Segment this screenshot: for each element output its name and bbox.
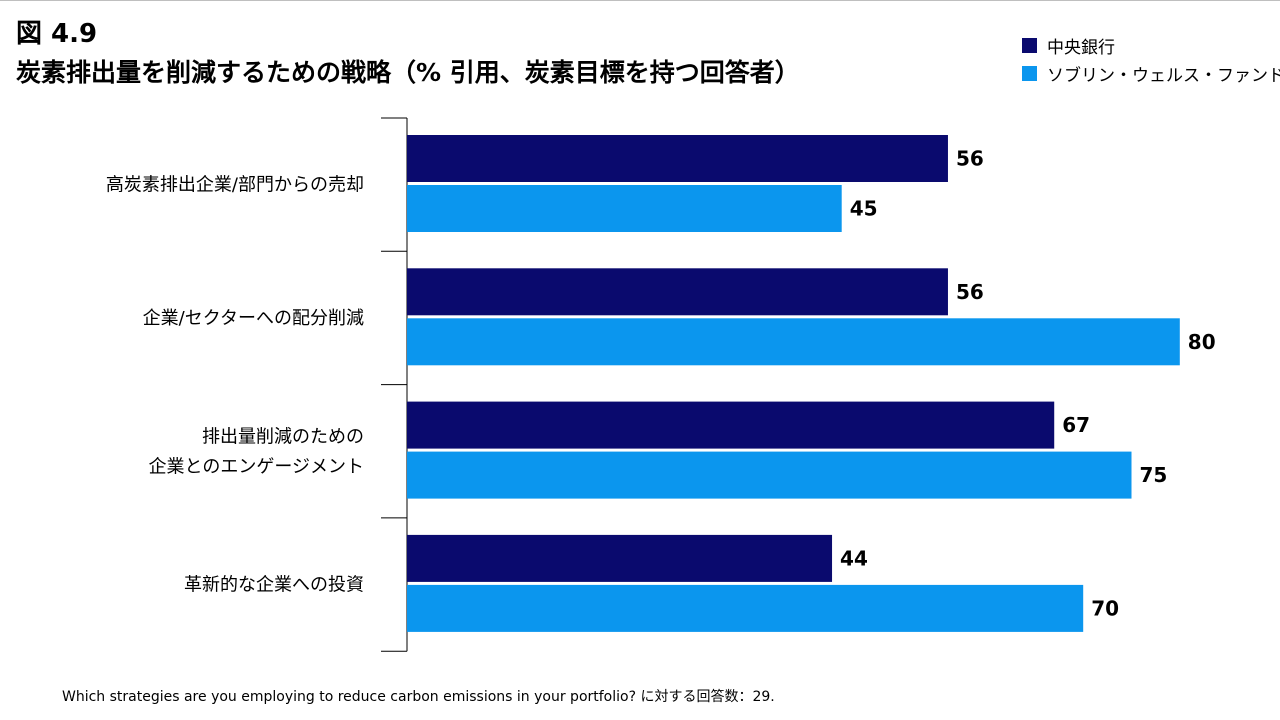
figure-label: 図 4.9 — [16, 19, 98, 49]
legend-swatch-central-banks — [1022, 37, 1037, 53]
category-label: 企業/セクターへの配分削減 — [143, 308, 364, 329]
top-rule — [0, 0, 1280, 1]
bar-sovereign-wealth-funds — [407, 451, 1132, 499]
data-label: 45 — [850, 197, 878, 221]
category-label-line: 革新的な企業への投資 — [184, 575, 364, 596]
bar-sovereign-wealth-funds — [407, 584, 1084, 632]
footnote: Which strategies are you employing to re… — [62, 689, 775, 705]
data-label: 70 — [1091, 596, 1119, 620]
category-label: 排出量削減のための企業とのエンゲージメント — [149, 426, 364, 477]
legend: 中央銀行 ソブリン・ウェルス・ファンド — [1022, 31, 1280, 87]
category-label-line: 排出量削減のための — [202, 426, 364, 447]
category-label-line: 企業とのエンゲージメント — [149, 456, 364, 477]
category-label-line: 高炭素排出企業/部門からの売却 — [106, 175, 364, 196]
bar-sovereign-wealth-funds — [407, 185, 842, 232]
legend-label-central-banks: 中央銀行 — [1047, 37, 1115, 58]
data-label: 80 — [1188, 330, 1216, 354]
bar-central-banks — [407, 401, 1055, 449]
legend-item-central-banks: 中央銀行 — [1022, 31, 1280, 59]
bar-central-banks — [407, 268, 948, 316]
bar-central-banks — [407, 135, 948, 182]
legend-swatch-sovereign-wealth-funds — [1022, 65, 1037, 81]
legend-item-sovereign-wealth-funds: ソブリン・ウェルス・ファンド — [1022, 59, 1280, 87]
data-label: 44 — [840, 546, 868, 570]
category-label-line: 企業/セクターへの配分削減 — [143, 308, 364, 329]
data-label: 56 — [956, 147, 984, 171]
category-label: 高炭素排出企業/部門からの売却 — [106, 175, 364, 196]
chart-title: 炭素排出量を削減するための戦略（% 引用、炭素目標を持つ回答者） — [16, 58, 800, 87]
data-label: 75 — [1140, 463, 1168, 487]
bar-sovereign-wealth-funds — [407, 318, 1180, 366]
bar-central-banks — [407, 534, 833, 582]
data-label: 67 — [1062, 413, 1090, 437]
legend-label-sovereign-wealth-funds: ソブリン・ウェルス・ファンド — [1047, 65, 1280, 86]
category-label: 革新的な企業への投資 — [184, 575, 364, 596]
data-label: 56 — [956, 280, 984, 304]
